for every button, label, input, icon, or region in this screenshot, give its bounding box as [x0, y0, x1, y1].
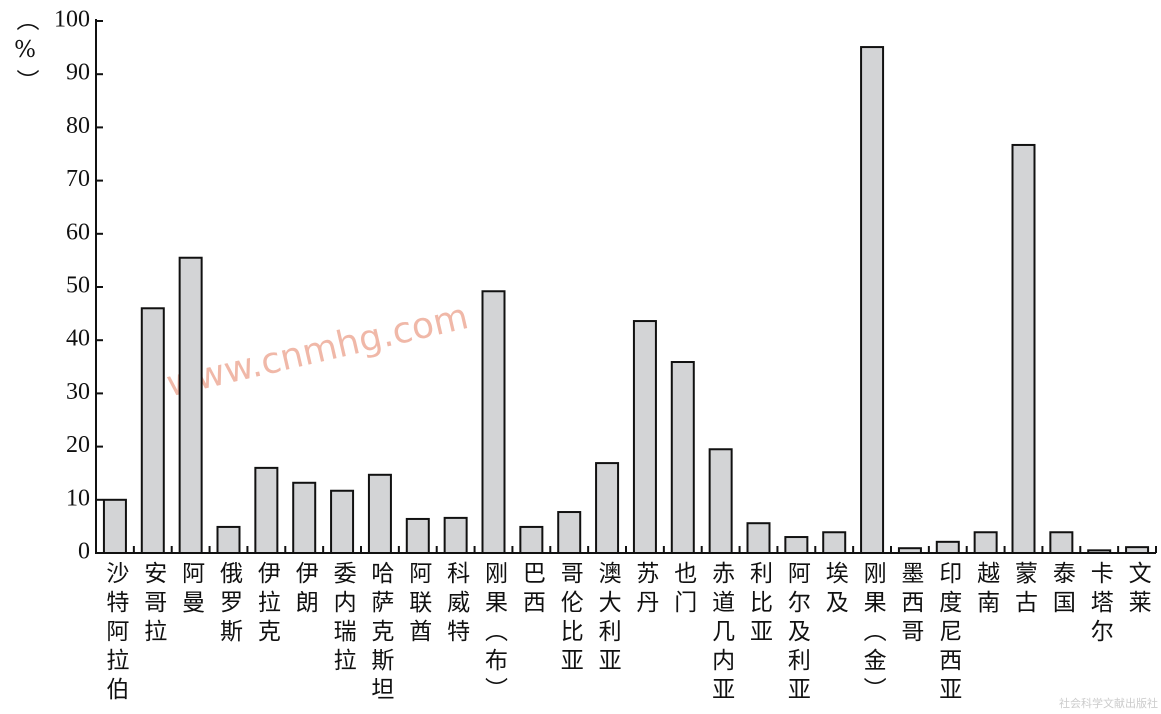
x-tick-label: 阿尔及利亚 — [783, 561, 811, 706]
bar — [481, 290, 506, 554]
x-tick-label: 澳大利亚 — [594, 561, 622, 677]
y-axis-label: （%） — [12, 8, 40, 98]
y-tick-label: 10 — [66, 485, 90, 511]
bar — [935, 540, 960, 555]
x-tick-label: 墨西哥 — [897, 561, 924, 648]
x-tick-label: 印度尼西亚 — [935, 561, 963, 706]
x-tick-label: 沙特阿拉伯 — [102, 561, 130, 706]
y-tick-label: 100 — [54, 7, 90, 33]
bar — [822, 531, 847, 555]
x-tick-label: 伊朗 — [291, 561, 319, 619]
x-tick-label: 赤道几内亚 — [708, 561, 736, 706]
bar — [330, 489, 355, 555]
x-tick-label: 科威特 — [443, 561, 471, 648]
bar — [140, 307, 165, 554]
y-tick-label: 60 — [66, 219, 90, 245]
x-tick-label: 也门 — [670, 561, 698, 619]
x-tick-label: 阿联酋 — [405, 561, 433, 648]
bar — [1125, 546, 1150, 555]
bar — [216, 525, 241, 555]
bar — [254, 466, 279, 555]
bar — [670, 361, 695, 554]
x-tick-label: 哈萨克斯坦 — [367, 561, 395, 706]
x-tick-label: 越南 — [973, 561, 1001, 619]
x-tick-label: 刚果（布） — [481, 561, 509, 706]
x-tick-label: 利比亚 — [746, 561, 774, 648]
bar — [708, 448, 733, 555]
bar — [746, 522, 771, 555]
bar — [102, 498, 127, 554]
bar — [632, 320, 657, 554]
y-tick-label: 30 — [66, 379, 90, 405]
bar — [860, 46, 885, 555]
x-tick-label: 刚果（金） — [859, 561, 887, 706]
x-tick-label: 苏丹 — [632, 561, 660, 619]
y-tick-label: 50 — [66, 273, 90, 299]
x-tick-label: 俄罗斯 — [216, 561, 244, 648]
x-tick-label: 委内瑞拉 — [329, 561, 357, 677]
x-tick-label: 阿曼 — [178, 561, 205, 619]
x-tick-label: 文莱 — [1124, 561, 1152, 619]
y-tick-label: 70 — [66, 166, 90, 192]
y-tick-label: 90 — [66, 60, 90, 86]
y-tick-label: 40 — [66, 326, 90, 352]
bar — [973, 531, 998, 555]
bar — [519, 525, 544, 555]
bar — [405, 517, 430, 555]
bar — [784, 536, 809, 554]
y-tick-label: 80 — [66, 113, 90, 139]
bar — [1049, 531, 1074, 555]
bar — [1011, 143, 1036, 554]
bar — [595, 462, 620, 555]
bar — [367, 473, 392, 554]
x-tick-label: 埃及 — [821, 561, 849, 619]
bar — [292, 481, 317, 554]
bar — [443, 516, 468, 554]
bar — [1087, 549, 1112, 555]
x-tick-label: 巴西 — [518, 561, 545, 619]
bar — [897, 547, 922, 554]
x-tick-label: 泰国 — [1048, 561, 1076, 619]
y-tick-label: 0 — [78, 539, 90, 565]
bar — [557, 511, 582, 555]
x-tick-label: 安哥拉 — [140, 561, 168, 648]
x-tick-label: 伊拉克 — [253, 561, 281, 648]
x-tick-label: 哥伦比亚 — [556, 561, 584, 677]
y-tick-label: 20 — [66, 432, 90, 458]
bar — [178, 256, 203, 554]
watermark: www.cnmhg.com — [163, 296, 472, 405]
x-tick-label: 卡塔尔 — [1086, 561, 1114, 648]
publisher: 社会科学文献出版社 — [1059, 696, 1158, 710]
x-tick-label: 蒙古 — [1011, 561, 1038, 619]
